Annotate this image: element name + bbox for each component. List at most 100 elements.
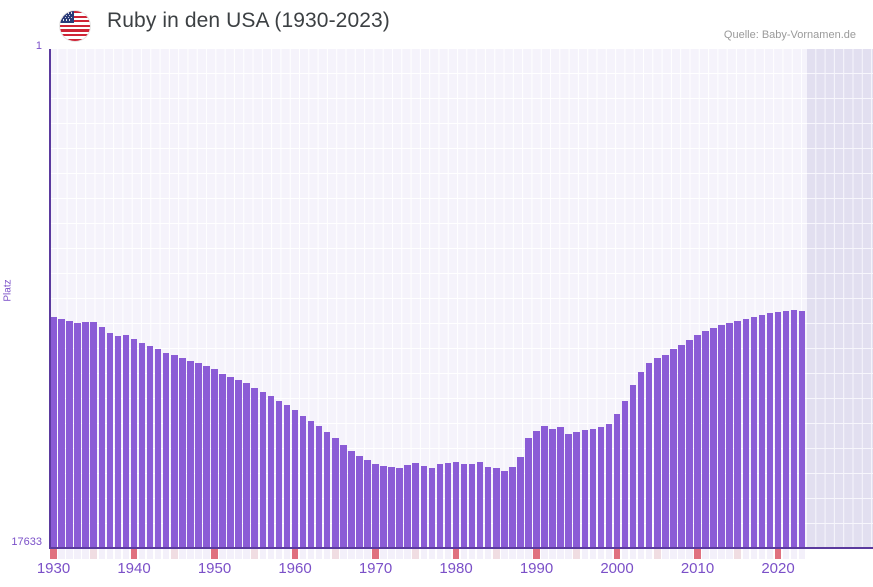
bar[interactable] [629,384,637,548]
bar[interactable] [468,463,476,548]
bar[interactable] [235,380,242,548]
bar[interactable] [90,322,98,548]
bar[interactable] [782,310,790,548]
bar[interactable] [227,377,234,548]
bar[interactable] [195,363,202,548]
bar[interactable] [251,387,259,548]
bar[interactable] [428,468,436,548]
bar[interactable] [774,311,782,548]
bar[interactable] [396,468,403,548]
bar[interactable] [686,340,693,548]
bar[interactable] [388,467,395,548]
bar[interactable] [179,358,186,548]
bar[interactable] [742,318,750,548]
bar[interactable] [340,444,347,548]
bar[interactable] [484,466,492,548]
bar[interactable] [420,466,428,548]
bar[interactable] [211,369,218,548]
bar[interactable] [291,409,299,548]
x-tick-minor [364,549,371,559]
bar[interactable] [557,427,564,548]
bar[interactable] [372,464,379,548]
bar[interactable] [694,334,701,548]
bar[interactable] [621,400,629,548]
bar[interactable] [734,320,742,548]
bar[interactable] [525,438,532,548]
bar[interactable] [436,464,444,548]
bar[interactable] [154,349,162,548]
bar[interactable] [275,400,283,548]
bar[interactable] [517,457,524,548]
bar[interactable] [187,360,194,548]
bar[interactable] [460,464,468,548]
bar[interactable] [66,320,73,548]
bar[interactable] [58,319,65,548]
bar[interactable] [798,311,806,548]
bar[interactable] [597,426,605,548]
bar[interactable] [670,349,677,548]
bar[interactable] [613,414,621,548]
bar[interactable] [790,309,798,548]
bar[interactable] [299,415,307,548]
bar[interactable] [356,455,363,548]
bar[interactable] [492,468,500,548]
bar[interactable] [348,450,355,548]
bar[interactable] [678,344,685,548]
bar[interactable] [452,462,460,548]
bar[interactable] [203,366,210,548]
bar[interactable] [307,420,315,548]
bar[interactable] [766,312,774,548]
bar[interactable] [404,465,411,548]
bar[interactable] [509,467,516,548]
bar[interactable] [565,433,572,548]
bar[interactable] [162,353,170,548]
bar[interactable] [98,326,106,548]
x-tick-minor [790,549,798,559]
bar[interactable] [82,321,89,548]
bar[interactable] [315,426,323,548]
bar[interactable] [541,426,548,548]
bar[interactable] [605,423,613,548]
bar[interactable] [130,339,138,548]
bar[interactable] [726,323,733,548]
bar[interactable] [702,330,709,548]
bar[interactable] [331,438,339,548]
bar[interactable] [589,428,597,548]
bar[interactable] [170,354,178,548]
bar[interactable] [444,463,452,548]
bar[interactable] [122,334,130,548]
bar[interactable] [219,373,226,548]
x-tick-minor [573,549,581,559]
bar[interactable] [412,463,420,548]
bar[interactable] [114,335,122,548]
bar[interactable] [645,363,653,548]
bar[interactable] [259,392,267,548]
bar[interactable] [718,325,725,548]
bar[interactable] [364,460,371,548]
bar[interactable] [283,404,291,548]
bar[interactable] [501,471,508,548]
bar[interactable] [758,314,766,548]
x-tick-minor [98,549,106,559]
bar[interactable] [267,396,275,548]
bar[interactable] [573,431,581,548]
bar[interactable] [710,327,717,548]
bar[interactable] [243,383,250,548]
bar[interactable] [476,462,484,548]
bar[interactable] [323,432,331,548]
bar[interactable] [750,316,758,548]
flag-stripes [60,11,90,41]
bar[interactable] [662,354,669,548]
bar[interactable] [50,316,57,548]
bar[interactable] [653,358,661,548]
x-tick-minor [710,549,717,559]
bar[interactable] [581,430,589,548]
bar[interactable] [106,332,114,548]
bar[interactable] [138,343,146,548]
bar[interactable] [549,428,556,548]
bar[interactable] [533,430,540,548]
bar[interactable] [380,465,387,548]
bar[interactable] [637,371,645,548]
bar[interactable] [74,323,81,548]
bar[interactable] [146,346,154,548]
